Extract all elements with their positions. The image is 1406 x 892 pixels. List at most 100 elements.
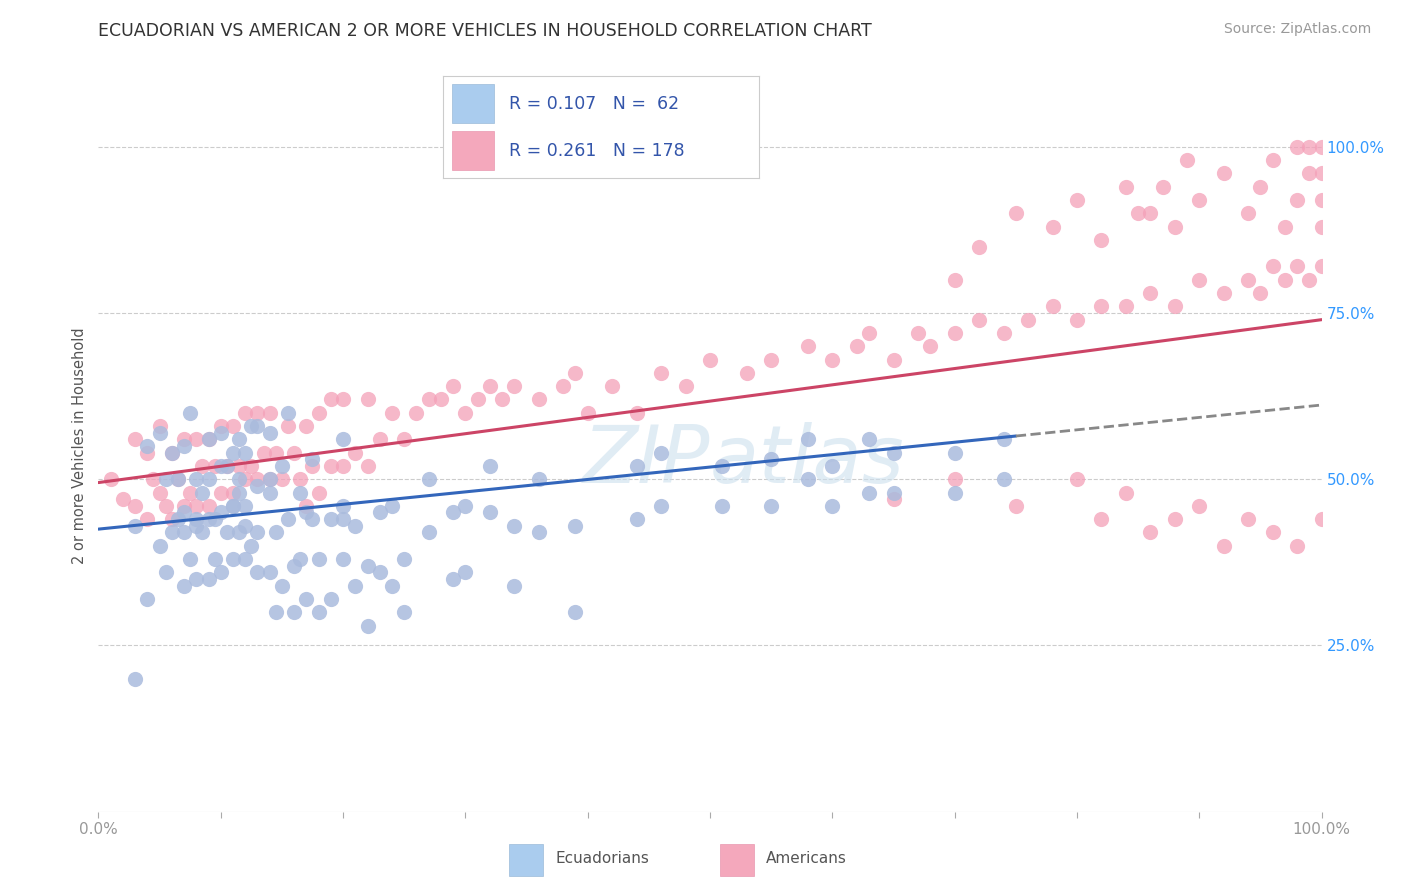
Point bbox=[441, 572, 464, 586]
Point bbox=[1139, 525, 1161, 540]
Point bbox=[191, 458, 214, 473]
Point bbox=[564, 518, 586, 533]
Point bbox=[454, 406, 477, 420]
Point bbox=[883, 485, 905, 500]
FancyBboxPatch shape bbox=[720, 844, 754, 876]
Point bbox=[392, 552, 416, 566]
Point bbox=[478, 379, 501, 393]
Point bbox=[600, 379, 623, 393]
Point bbox=[179, 406, 201, 420]
Point bbox=[270, 579, 294, 593]
Point bbox=[858, 485, 880, 500]
Point bbox=[124, 518, 146, 533]
Point bbox=[259, 485, 281, 500]
Point bbox=[290, 485, 312, 500]
Point bbox=[111, 492, 134, 507]
Point bbox=[527, 525, 550, 540]
Point bbox=[124, 433, 146, 447]
Point bbox=[197, 572, 219, 586]
Point bbox=[967, 312, 990, 326]
Point bbox=[1286, 260, 1309, 274]
Point bbox=[209, 566, 232, 580]
Point bbox=[197, 512, 219, 526]
Point bbox=[368, 433, 391, 447]
Point bbox=[197, 499, 219, 513]
Point bbox=[1090, 233, 1112, 247]
Point bbox=[1152, 179, 1174, 194]
Point bbox=[155, 472, 177, 486]
Point bbox=[883, 352, 905, 367]
Point bbox=[1249, 179, 1271, 194]
Point bbox=[209, 425, 232, 440]
Point bbox=[907, 326, 929, 340]
Point bbox=[1286, 140, 1309, 154]
Point bbox=[228, 458, 250, 473]
Point bbox=[1042, 219, 1064, 234]
Point bbox=[308, 406, 330, 420]
Point bbox=[149, 485, 172, 500]
Point bbox=[381, 406, 404, 420]
Point bbox=[527, 472, 550, 486]
Point bbox=[197, 433, 219, 447]
Point bbox=[228, 433, 250, 447]
Point bbox=[204, 458, 226, 473]
Point bbox=[441, 379, 464, 393]
Point bbox=[1042, 299, 1064, 313]
Point bbox=[1139, 206, 1161, 220]
Point bbox=[295, 506, 318, 520]
Point bbox=[1212, 286, 1234, 301]
Point bbox=[270, 458, 294, 473]
Point bbox=[136, 512, 159, 526]
Point bbox=[246, 406, 269, 420]
Point bbox=[283, 445, 305, 459]
Text: Ecuadorians: Ecuadorians bbox=[555, 851, 650, 866]
Point bbox=[344, 445, 367, 459]
Text: ZIP: ZIP bbox=[582, 422, 710, 500]
Point bbox=[1310, 260, 1333, 274]
Point bbox=[222, 445, 245, 459]
Point bbox=[295, 499, 318, 513]
Point bbox=[301, 458, 323, 473]
Point bbox=[993, 472, 1015, 486]
Point bbox=[503, 379, 526, 393]
Point bbox=[264, 445, 287, 459]
Point bbox=[761, 499, 783, 513]
Point bbox=[1310, 166, 1333, 180]
Point bbox=[1212, 166, 1234, 180]
Point bbox=[1115, 485, 1137, 500]
FancyBboxPatch shape bbox=[453, 131, 494, 170]
Point bbox=[209, 485, 232, 500]
Point bbox=[356, 392, 378, 407]
Point bbox=[883, 445, 905, 459]
Point bbox=[136, 591, 159, 606]
Point bbox=[1139, 286, 1161, 301]
Point bbox=[160, 445, 183, 459]
Point bbox=[100, 472, 122, 486]
Point bbox=[1286, 539, 1309, 553]
Point bbox=[167, 472, 190, 486]
Point bbox=[797, 433, 820, 447]
Point bbox=[332, 433, 354, 447]
Point bbox=[186, 433, 208, 447]
Point bbox=[173, 499, 195, 513]
Point bbox=[215, 458, 238, 473]
Point bbox=[1066, 472, 1088, 486]
Point bbox=[160, 445, 183, 459]
Point bbox=[246, 472, 269, 486]
Point bbox=[920, 339, 942, 353]
Point bbox=[136, 439, 159, 453]
Point bbox=[356, 458, 378, 473]
Point bbox=[215, 458, 238, 473]
Point bbox=[246, 419, 269, 434]
Point bbox=[270, 472, 294, 486]
Point bbox=[503, 518, 526, 533]
Point bbox=[233, 406, 256, 420]
Point bbox=[209, 419, 232, 434]
Point bbox=[240, 419, 263, 434]
Point bbox=[883, 492, 905, 507]
Point bbox=[259, 472, 281, 486]
Point bbox=[576, 406, 599, 420]
Point bbox=[1188, 273, 1211, 287]
Point bbox=[179, 552, 201, 566]
Point bbox=[1261, 260, 1284, 274]
